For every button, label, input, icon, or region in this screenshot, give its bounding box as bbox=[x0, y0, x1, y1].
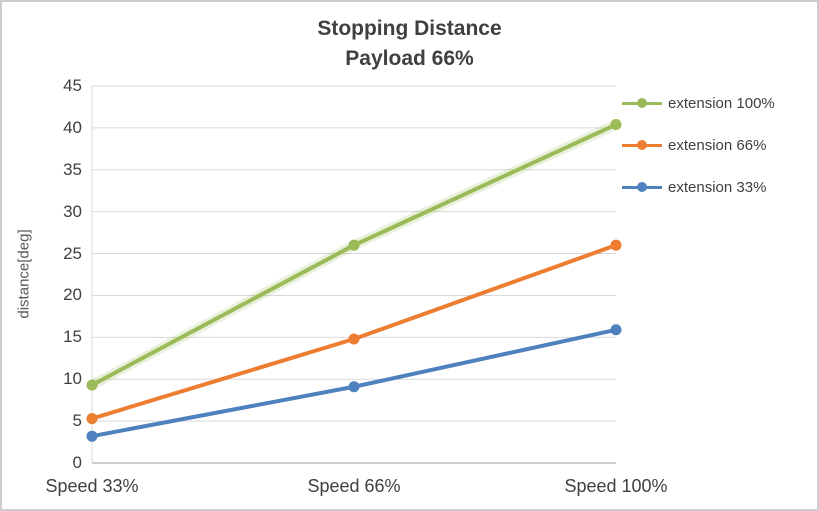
chart-title: Stopping Distance Payload 66% bbox=[2, 14, 817, 74]
x-axis-label-speed-66: Speed 66% bbox=[307, 476, 401, 496]
y-tick-label: 35 bbox=[63, 159, 82, 179]
legend-line-marker-icon bbox=[622, 97, 662, 109]
legend-entry-extension-33: extension 33% bbox=[622, 176, 775, 198]
chart-title-line2: Payload 66% bbox=[345, 47, 474, 70]
legend-label: extension 100% bbox=[668, 94, 775, 112]
legend-line-marker-icon bbox=[622, 139, 662, 151]
y-axis-title: distance[deg] bbox=[15, 229, 33, 319]
y-tick-label: 45 bbox=[63, 76, 82, 95]
chart-legend: extension 100% extension 66% extension 3… bbox=[622, 92, 775, 198]
legend-label: extension 66% bbox=[668, 136, 767, 154]
legend-label: extension 33% bbox=[668, 178, 767, 196]
y-tick-label: 5 bbox=[72, 411, 82, 431]
y-tick-label: 40 bbox=[63, 117, 82, 137]
y-tick-label: 30 bbox=[63, 201, 82, 221]
y-tick-label: 0 bbox=[72, 453, 82, 472]
legend-line-marker-icon bbox=[622, 181, 662, 193]
x-axis-label-speed-33: Speed 33% bbox=[45, 476, 139, 496]
y-tick-label: 15 bbox=[63, 327, 82, 347]
legend-entry-extension-66: extension 66% bbox=[622, 134, 775, 156]
legend-entry-extension-100: extension 100% bbox=[622, 92, 775, 114]
x-axis-label-speed-100: Speed 100% bbox=[564, 476, 668, 496]
chart-title-line1: Stopping Distance bbox=[317, 17, 502, 40]
y-tick-label: 25 bbox=[63, 243, 82, 263]
y-tick-label: 20 bbox=[63, 285, 82, 305]
plot-area bbox=[86, 85, 622, 464]
y-tick-label: 10 bbox=[63, 369, 82, 389]
